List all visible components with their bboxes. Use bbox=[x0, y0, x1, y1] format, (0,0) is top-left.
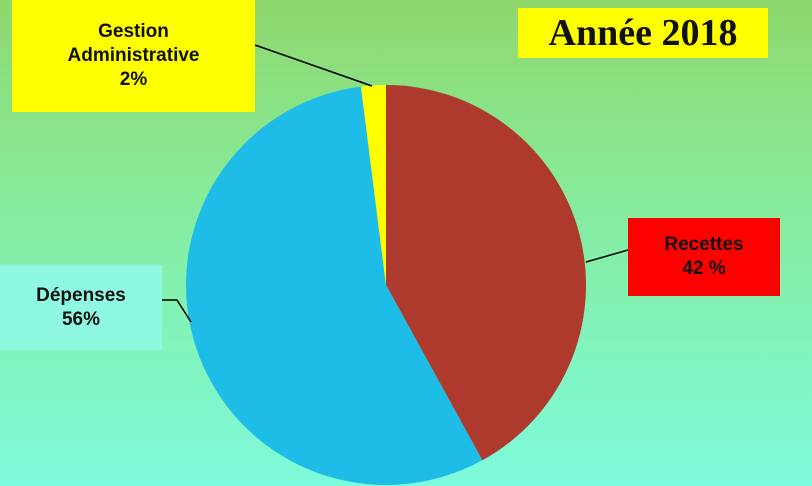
value-label: 56% bbox=[61, 308, 101, 330]
leader-line bbox=[585, 249, 629, 263]
category-label: Gestion Administrative bbox=[67, 21, 200, 66]
slice-label: Dépenses 56% bbox=[0, 265, 162, 350]
leader-line bbox=[254, 44, 373, 87]
value-label: 2% bbox=[119, 69, 148, 90]
pie-slice bbox=[386, 85, 586, 461]
category-label: Dépenses bbox=[36, 284, 126, 306]
pie-slice bbox=[360, 85, 386, 285]
slice-label: Gestion Administrative 2% bbox=[12, 0, 255, 112]
leader-line bbox=[162, 299, 192, 323]
pie-slice bbox=[185, 86, 483, 486]
category-label: Recettes bbox=[664, 234, 744, 255]
slice-label: Recettes 42 % bbox=[628, 218, 780, 296]
value-label: 42 % bbox=[682, 258, 726, 279]
chart-title: Année 2018 bbox=[518, 8, 768, 58]
